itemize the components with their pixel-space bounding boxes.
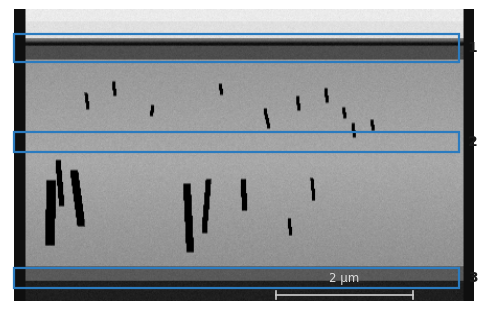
Bar [14, 268, 459, 288]
Text: 2: 2 [468, 135, 478, 149]
Text: 3: 3 [468, 271, 478, 285]
Bar [14, 132, 459, 152]
Text: 2 μm: 2 μm [329, 272, 360, 285]
Text: 1: 1 [468, 41, 478, 55]
Bar [14, 34, 459, 62]
